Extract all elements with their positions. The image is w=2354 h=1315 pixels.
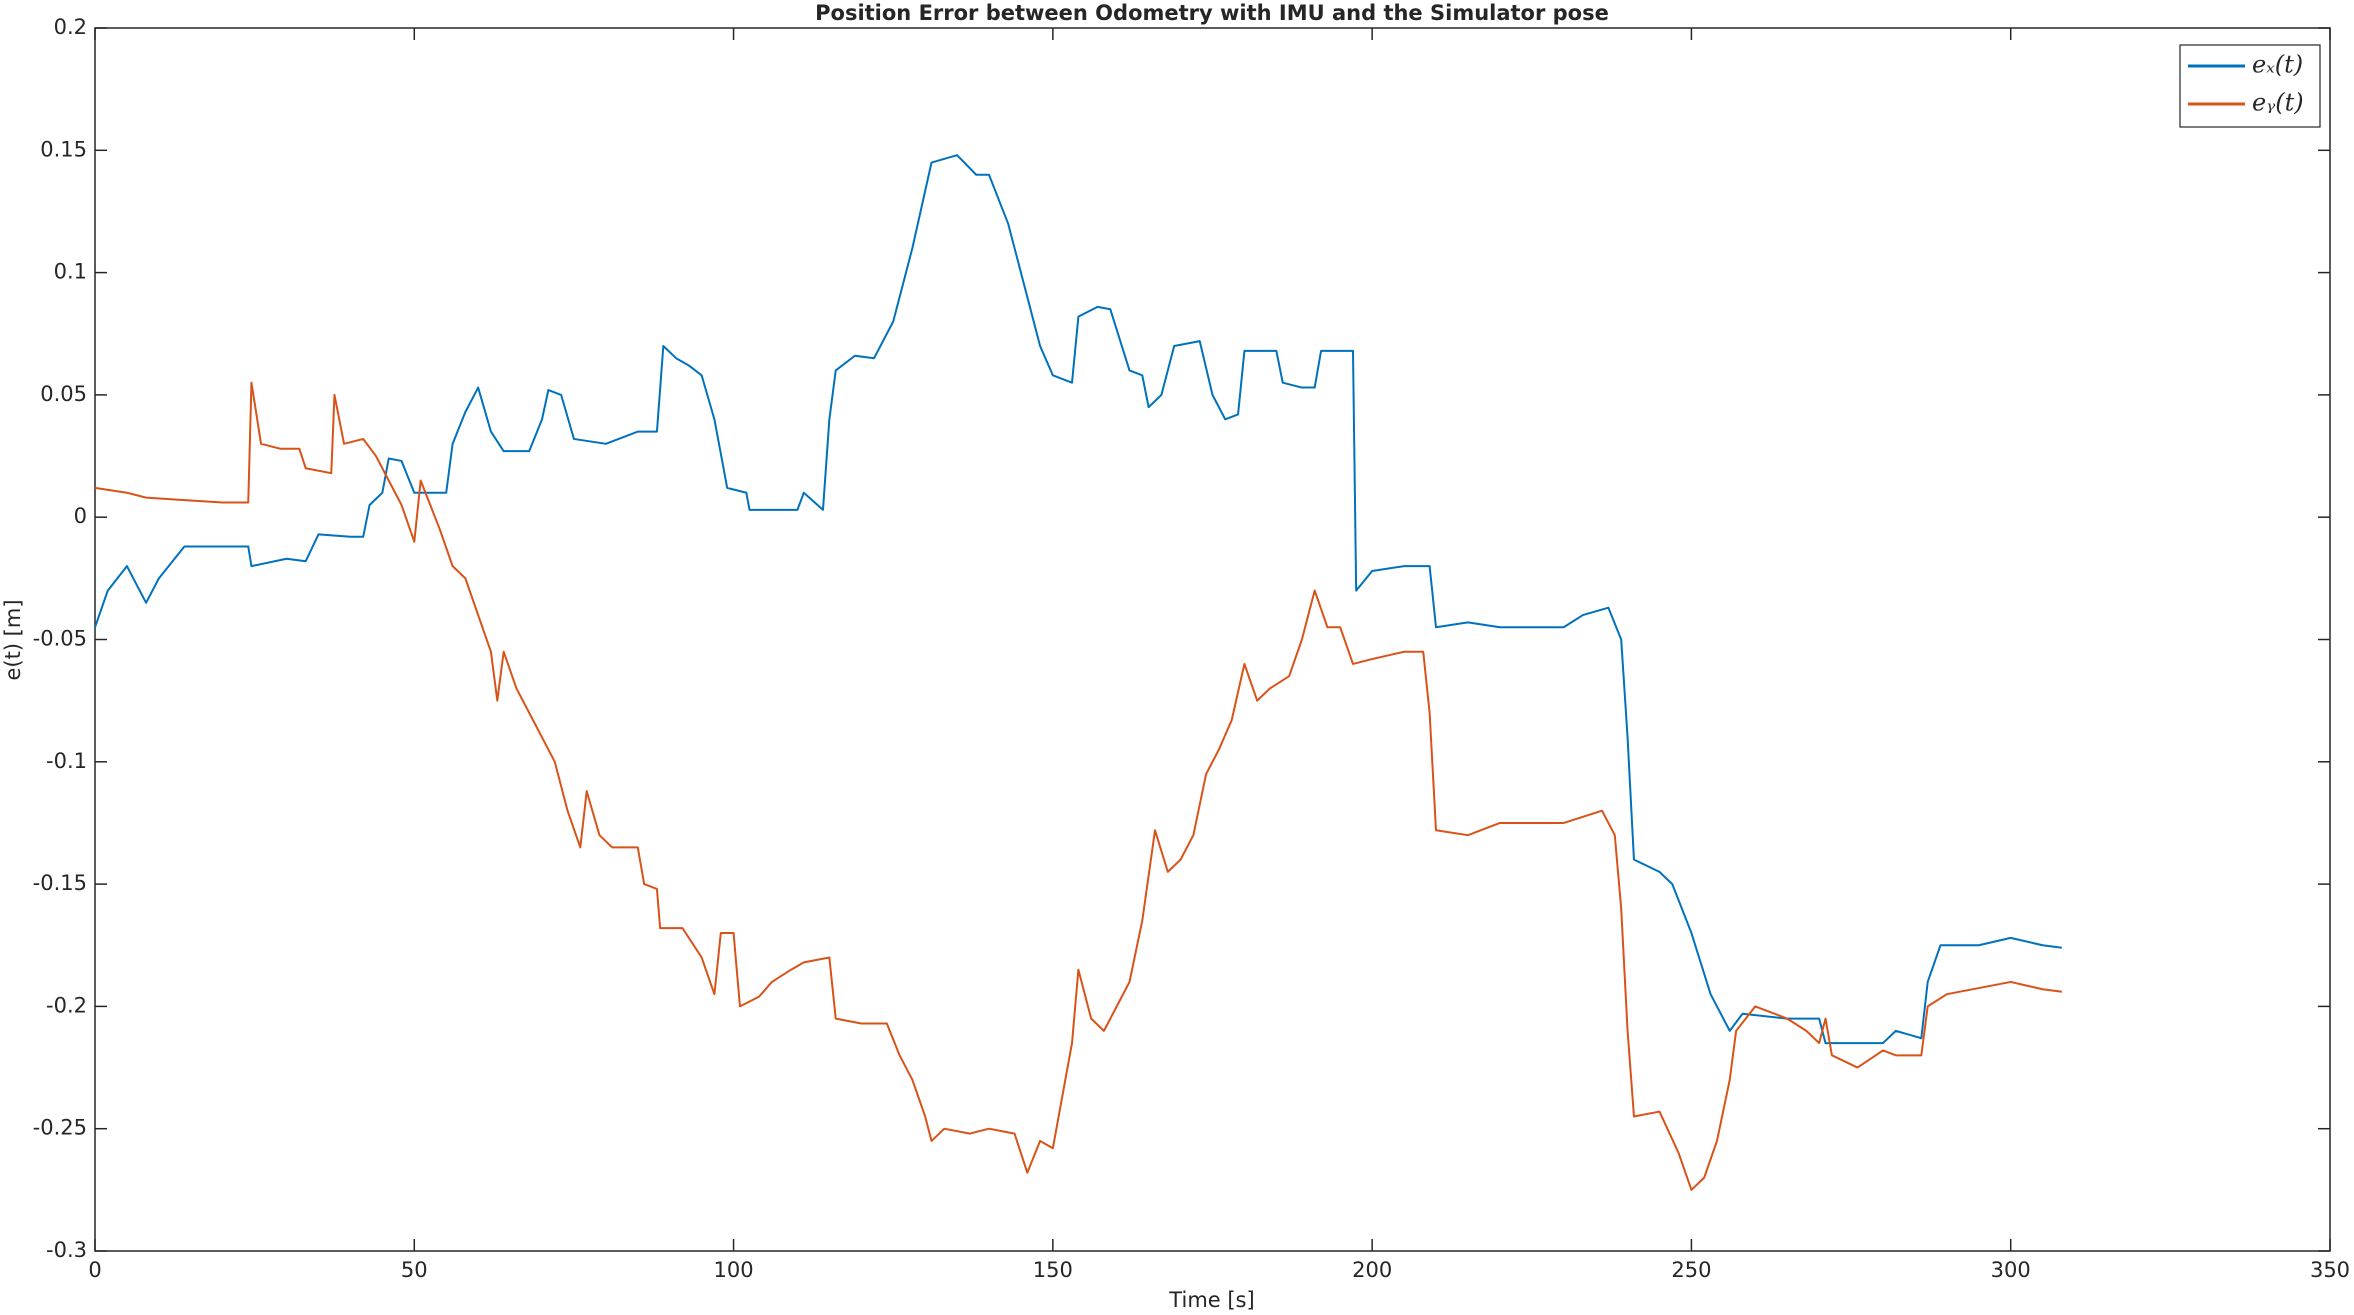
x-tick-label: 200 [1352,1258,1392,1282]
y-tick-label: -0.2 [46,993,87,1017]
x-tick-label: 50 [401,1258,428,1282]
legend-box [2179,44,2321,128]
y-tick-label: 0 [74,504,87,528]
legend: eₓ(t) eᵧ(t) [2179,44,2321,128]
x-tick-label: 350 [2310,1258,2350,1282]
plot-frame [94,27,2331,1252]
y-tick-label: -0.25 [33,1116,87,1140]
x-tick-label: 100 [714,1258,754,1282]
y-tick-label: -0.05 [33,627,87,651]
legend-label: eₓ(t) [2252,51,2303,79]
x-axis-label: Time [s] [1168,1288,1254,1312]
y-tick-label: -0.15 [33,871,87,895]
data-line [94,381,2062,1191]
x-tick-label: 0 [88,1258,101,1282]
y-axis-label: e(t) [m] [1,599,25,680]
x-tick-label: 300 [1991,1258,2031,1282]
y-tick-label: 0.05 [40,382,87,406]
y-tick-label: 0.1 [54,260,87,284]
chart-title: Position Error between Odometry with IMU… [815,1,1609,25]
data-line [94,154,2062,1045]
x-tick-label: 250 [1671,1258,1711,1282]
y-tick-label: 0.15 [40,137,87,161]
y-tick-label: -0.1 [46,749,87,773]
y-tick-label: -0.3 [46,1238,87,1262]
x-tick-label: 150 [1033,1258,1073,1282]
y-tick-label: 0.2 [54,15,87,39]
legend-label: eᵧ(t) [2252,89,2304,117]
